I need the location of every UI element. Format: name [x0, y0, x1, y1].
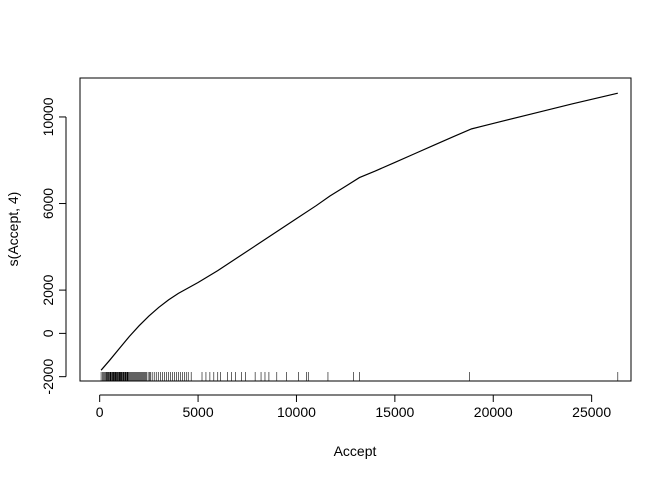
smooth-curve-line — [100, 92, 618, 371]
x-tick-label: 5000 — [182, 404, 213, 420]
y-tick-label: 6000 — [40, 188, 56, 219]
rug-plot — [100, 372, 619, 381]
y-tick-label: 10000 — [40, 97, 56, 136]
plot-frame — [79, 77, 632, 382]
x-tick-label: 25000 — [572, 404, 611, 420]
x-tick-label: 20000 — [474, 404, 513, 420]
x-axis-label: Accept — [334, 443, 377, 459]
x-tick-label: 0 — [96, 404, 104, 420]
y-axis: -2000 0 2000 6000 10000 — [40, 97, 67, 395]
y-axis-label: s(Accept, 4) — [5, 192, 21, 267]
y-tick-label: 0 — [40, 329, 56, 337]
y-tick-label: -2000 — [40, 359, 56, 395]
y-tick-label: 2000 — [40, 274, 56, 305]
x-tick-label: 15000 — [375, 404, 414, 420]
x-tick-label: 10000 — [277, 404, 316, 420]
x-axis: 0 5000 10000 15000 20000 25000 — [96, 394, 611, 420]
